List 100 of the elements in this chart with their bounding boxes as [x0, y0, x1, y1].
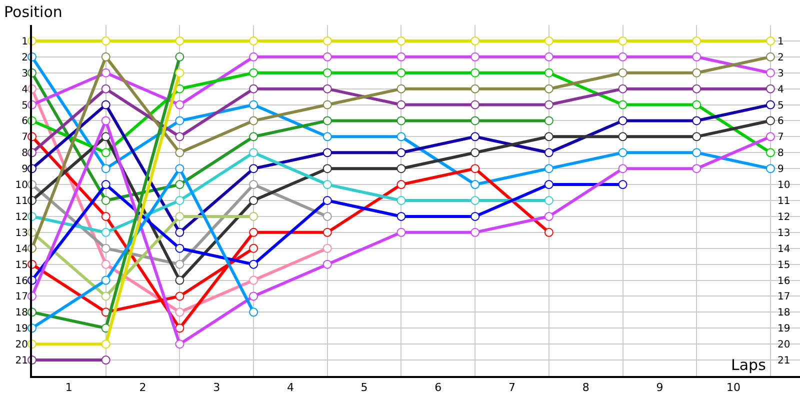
point [618, 68, 628, 78]
y2-tick-label: 14 [777, 244, 790, 255]
point [249, 244, 258, 253]
x-axis-title: Laps [731, 356, 766, 374]
y-tick-label: 4 [22, 84, 28, 96]
point [766, 148, 775, 158]
point [175, 308, 184, 317]
point [618, 116, 628, 126]
point [175, 340, 184, 349]
point [544, 180, 554, 190]
y2-tick-label: 15 [777, 260, 790, 271]
point [544, 196, 554, 205]
point [470, 228, 480, 237]
y2-tick-label: 19 [777, 324, 790, 335]
point [766, 100, 775, 110]
y-tick-label: 14 [15, 244, 28, 255]
point [101, 260, 110, 269]
point [396, 68, 406, 78]
y-tick-label: 8 [22, 148, 28, 160]
point [249, 164, 258, 174]
y2-tick-label: 20 [777, 340, 790, 351]
point [692, 164, 702, 174]
point [322, 100, 332, 110]
point [322, 228, 332, 237]
point [544, 212, 554, 221]
y2-tick-label: 3 [777, 68, 784, 80]
y2-tick-label: 16 [777, 276, 790, 287]
point [175, 116, 184, 126]
point [175, 68, 184, 78]
point [322, 52, 332, 62]
point [322, 212, 332, 221]
point [249, 180, 258, 190]
point [396, 212, 406, 221]
y-tick-label: 15 [15, 260, 28, 271]
point [101, 100, 110, 110]
x-tick-label: 4 [286, 381, 294, 394]
point [470, 196, 480, 205]
point [249, 228, 258, 237]
point [470, 84, 480, 94]
y-tick-label: 10 [15, 180, 28, 192]
point [249, 132, 258, 142]
point [396, 132, 406, 142]
point [249, 36, 258, 46]
point [470, 36, 480, 46]
point [175, 100, 184, 110]
point [249, 84, 258, 94]
point [249, 276, 258, 285]
point [101, 276, 110, 285]
y-tick-label: 18 [15, 308, 28, 319]
y-tick-label: 3 [22, 68, 28, 80]
y2-tick-label: 21 [777, 356, 790, 367]
point [101, 180, 110, 190]
point [101, 356, 110, 365]
point [692, 68, 702, 78]
point [396, 228, 406, 237]
point [544, 84, 554, 94]
point [101, 196, 110, 205]
point [470, 132, 480, 142]
y-tick-label: 11 [15, 196, 28, 207]
point [544, 52, 554, 62]
point [101, 148, 110, 158]
y-tick-label: 21 [15, 356, 28, 367]
point [249, 212, 258, 221]
point [101, 164, 110, 174]
y-tick-label: 16 [15, 276, 28, 287]
x-tick-label: 5 [360, 381, 368, 394]
point [692, 116, 702, 126]
point [175, 132, 184, 142]
point [322, 164, 332, 174]
point [618, 164, 628, 174]
point [766, 36, 775, 46]
y-tick-label: 19 [15, 324, 28, 335]
point [544, 100, 554, 110]
point [396, 52, 406, 62]
point [396, 36, 406, 46]
point [396, 116, 406, 126]
y2-tick-label: 5 [777, 100, 784, 112]
point [322, 68, 332, 78]
point [470, 116, 480, 126]
point [175, 36, 184, 46]
point [618, 100, 628, 110]
point [766, 164, 775, 174]
y-tick-label: 9 [22, 164, 28, 176]
point [470, 212, 480, 221]
point [692, 100, 702, 110]
y2-tick-label: 11 [777, 196, 790, 207]
point [249, 52, 258, 62]
x-tick-label: 7 [508, 381, 516, 394]
point [175, 292, 184, 301]
point [618, 52, 628, 62]
point [544, 164, 554, 174]
point [322, 132, 332, 142]
point [101, 116, 110, 126]
point [101, 244, 110, 253]
point [618, 36, 628, 46]
y2-tick-label: 18 [777, 308, 790, 319]
point [322, 84, 332, 94]
y-tick-label: 17 [15, 292, 28, 303]
point [544, 228, 554, 237]
point [766, 52, 775, 62]
